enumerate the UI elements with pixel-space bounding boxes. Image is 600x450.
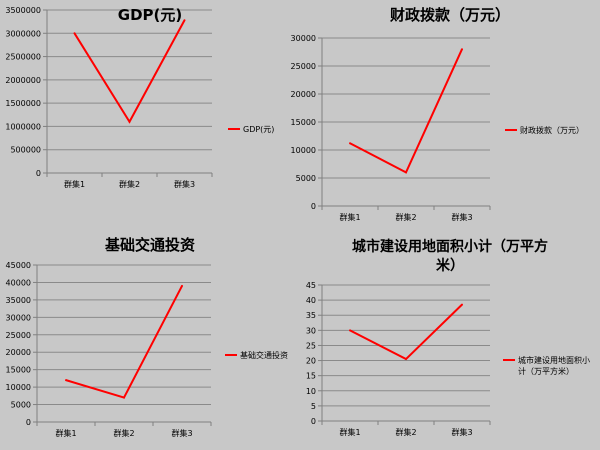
data-point [181,284,183,287]
data-point [405,171,407,174]
y-tick-label: 20 [306,357,316,366]
y-tick-label: 0 [26,418,31,427]
legend-label: 计（万平方米） [518,366,574,376]
series-line [349,48,463,174]
y-tick-label: 45000 [6,261,31,270]
y-tick-label: 1500000 [5,99,41,108]
chart-1: 0 500000 1000000 1500000 2000000 2500000 30000… [5,6,274,189]
chart-title: 城市建设用地面积小计（万平方 [352,238,548,255]
x-tick-label: 群集2 [119,179,140,189]
y-tick-label: 15000 [6,366,31,375]
y-tick-label: 10000 [291,146,316,155]
chart-3: 0 5000 10000 15000 20000 25000 30000 35000 40000… [6,236,288,438]
y-tick-label: 20000 [6,348,31,357]
legend-label: 财政拨款（万元） [520,125,584,135]
chart-title: 基础交通投资 [104,236,195,254]
chart-2: 0 5000 10000 15000 20000 25000 30000 群集1 群集2 群集3 财… [291,6,584,222]
y-tick-label: 3500000 [5,6,41,15]
data-point [65,379,67,382]
y-tick-label: 30 [306,326,316,335]
data-point [405,358,407,361]
x-tick-label: 群集3 [451,212,472,222]
data-point [349,329,351,332]
x-tick-label: 群集3 [451,427,472,437]
chart-title: 米） [436,257,464,274]
y-tick-label: 10 [306,387,316,396]
y-tick-label: 0 [311,202,316,211]
x-tick-label: 群集1 [339,212,360,222]
y-tick-label: 20000 [291,90,316,99]
y-tick-label: 30000 [291,34,316,43]
data-point [461,48,463,51]
y-tick-label: 40000 [6,278,31,287]
x-tick-label: 群集3 [171,428,192,438]
y-tick-label: 15 [306,372,316,381]
series-line [65,285,183,399]
chart-4: 0 5 10 15 20 25 30 35 40 45 群集1 群集2 群集3 城市建设用地面积小计（万平… [306,238,590,437]
y-tick-label: 2500000 [5,53,41,62]
data-point [73,32,76,35]
data-point [461,303,463,306]
x-tick-label: 群集2 [395,427,416,437]
series-line [73,19,186,124]
y-tick-label: 10000 [6,383,31,392]
y-tick-label: 15000 [291,118,316,127]
y-tick-label: 5 [311,402,316,411]
y-tick-label: 5000 [11,401,31,410]
x-tick-label: 群集3 [174,179,195,189]
y-tick-label: 45 [306,281,316,290]
data-point [128,120,131,123]
legend-label: GDP(元) [243,125,274,134]
chart-title: GDP(元) [118,6,182,24]
data-point [123,396,125,399]
x-tick-label: 群集1 [64,179,85,189]
x-tick-label: 群集1 [339,427,360,437]
data-point [349,142,351,145]
y-tick-label: 0 [36,169,41,178]
y-tick-label: 3000000 [5,29,41,38]
y-tick-label: 500000 [10,146,41,155]
y-tick-label: 5000 [296,174,316,183]
y-tick-label: 0 [311,417,316,426]
x-tick-label: 群集2 [395,212,416,222]
y-tick-label: 25000 [291,62,316,71]
chart-title: 财政拨款（万元） [390,6,510,24]
x-tick-label: 群集1 [55,428,76,438]
legend-label: 城市建设用地面积小 [518,355,590,365]
y-tick-label: 40 [306,296,316,305]
y-tick-label: 1000000 [5,122,41,131]
legend-label: 基础交通投资 [240,350,288,360]
y-tick-label: 25 [306,341,316,350]
y-tick-label: 25000 [6,331,31,340]
series-line [349,303,463,361]
y-tick-label: 2000000 [5,76,41,85]
data-point [183,19,186,22]
y-tick-label: 30000 [6,313,31,322]
x-tick-label: 群集2 [113,428,134,438]
y-tick-label: 35 [306,311,316,320]
y-tick-label: 35000 [6,296,31,305]
